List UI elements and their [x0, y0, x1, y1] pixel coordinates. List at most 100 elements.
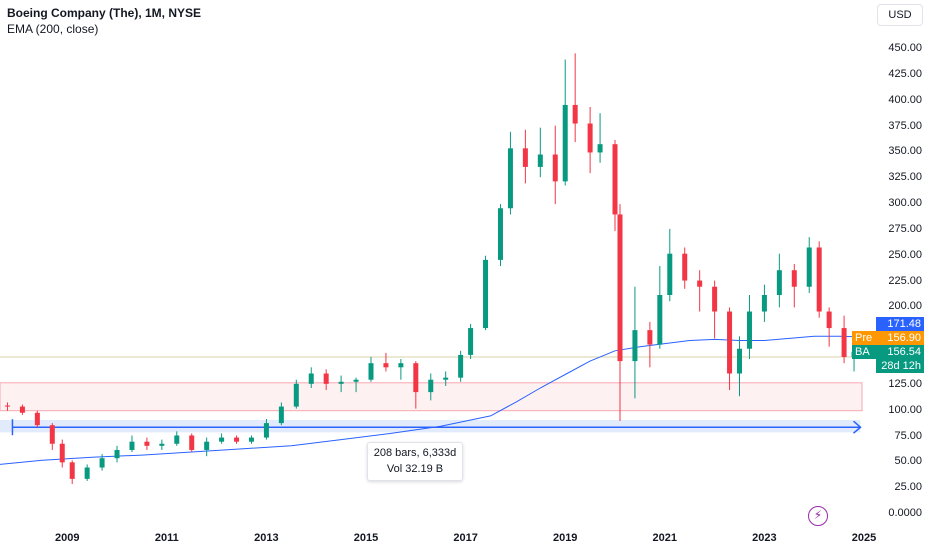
candle-body — [587, 123, 593, 153]
y-tick-label: 350.00 — [888, 145, 922, 158]
candle-body — [727, 311, 733, 374]
y-tick-label: 325.00 — [888, 171, 922, 184]
y-tick-label: 400.00 — [888, 93, 922, 106]
candle-body — [308, 373, 314, 384]
candle-body — [761, 295, 767, 312]
candle-body — [234, 437, 240, 442]
y-tick-label: 75.00 — [894, 429, 922, 442]
pre-market-price-tag: 156.90 — [876, 331, 924, 345]
x-tick-label: 2019 — [552, 532, 578, 544]
candle-body — [647, 330, 653, 345]
y-tick-label: 25.00 — [894, 481, 922, 494]
y-tick-label: 425.00 — [888, 67, 922, 80]
last-price-tag: 156.54 — [876, 345, 924, 359]
candle-body — [552, 154, 558, 182]
candle-body — [791, 270, 797, 287]
y-tick-label: 200.00 — [888, 300, 922, 313]
candle-body — [841, 328, 847, 357]
candle-body — [99, 458, 105, 468]
candle-body — [483, 259, 489, 329]
candle-body — [159, 443, 165, 446]
candle-body — [338, 381, 344, 384]
candle-body — [428, 379, 434, 393]
candle-body — [612, 144, 618, 215]
candle-body — [746, 311, 752, 349]
lightning-icon[interactable]: ⚡ — [808, 506, 828, 526]
y-tick-label: 0.0000 — [888, 507, 922, 519]
candle-body — [368, 363, 374, 380]
measure-tooltip: 208 bars, 6,333d Vol 32.19 B — [367, 442, 463, 481]
candle-body — [458, 354, 464, 378]
x-tick-label: 2023 — [752, 532, 777, 544]
candle-body — [712, 286, 718, 312]
candle-body — [826, 311, 832, 329]
candle-body — [34, 412, 40, 426]
currency-button[interactable]: USD — [877, 4, 923, 26]
candle-body — [129, 441, 135, 450]
indicator-label[interactable]: EMA (200, close) — [7, 22, 99, 36]
candle-body — [323, 373, 329, 384]
candle-body — [682, 253, 688, 281]
symbol-tag: BA — [852, 345, 876, 359]
candle-body — [737, 348, 743, 374]
measure-arrow-head — [853, 420, 862, 434]
candle-body — [398, 363, 404, 368]
x-tick-label: 2015 — [353, 532, 379, 544]
candle-body — [667, 253, 673, 296]
x-tick-label: 2025 — [851, 532, 877, 544]
candle-body — [597, 144, 603, 153]
candle-body — [522, 148, 528, 167]
candle-body — [562, 104, 568, 182]
candle-body — [383, 363, 389, 368]
x-tick-label: 2013 — [254, 532, 279, 544]
x-tick-label: 2009 — [54, 532, 80, 544]
y-tick-label: 375.00 — [888, 119, 922, 132]
measure-range-text: 208 bars, 6,333d — [373, 447, 457, 459]
candle-body — [443, 377, 449, 380]
candle-body — [174, 435, 180, 444]
candle-body — [248, 437, 254, 442]
candle-body — [19, 406, 25, 413]
candle-body — [572, 104, 578, 124]
candle-body — [114, 449, 120, 459]
y-tick-label: 300.00 — [888, 197, 922, 210]
y-tick-label: 50.00 — [894, 455, 922, 468]
y-tick-label: 125.00 — [888, 377, 922, 390]
candle-body — [293, 383, 299, 407]
chart-title: Boeing Company (The), 1M, NYSE — [7, 6, 202, 20]
pre-market-label: Pre — [852, 331, 876, 345]
y-tick-label: 450.00 — [888, 42, 922, 55]
candle-body — [69, 462, 75, 479]
candle-body — [413, 363, 419, 393]
candle-body — [219, 437, 225, 442]
y-tick-label: 250.00 — [888, 248, 922, 261]
candle-body — [278, 406, 284, 424]
x-tick-label: 2017 — [453, 532, 478, 544]
candle-body — [468, 328, 474, 355]
measure-band — [0, 419, 861, 433]
candle-body — [353, 379, 359, 382]
candle-body — [806, 247, 812, 287]
candle-body — [497, 208, 503, 260]
x-tick-label: 2021 — [652, 532, 678, 544]
ema-price-tag: 171.48 — [876, 317, 924, 331]
candle-body — [507, 148, 513, 209]
ema-line — [0, 335, 860, 465]
y-tick-label: 225.00 — [888, 274, 922, 287]
candle-body — [204, 441, 210, 450]
x-tick-label: 2011 — [154, 532, 179, 544]
candle-body — [617, 214, 623, 362]
candle-body — [49, 425, 55, 444]
measure-volume-text: Vol 32.19 B — [386, 463, 444, 475]
candle-body — [263, 423, 269, 438]
candle-body — [537, 154, 543, 167]
candle-body — [776, 270, 782, 296]
candle-body — [816, 247, 822, 312]
candle-body — [4, 405, 10, 407]
candle-body — [189, 435, 195, 450]
candle-body — [697, 280, 703, 287]
y-tick-label: 275.00 — [888, 222, 922, 235]
candle-body — [144, 441, 150, 446]
